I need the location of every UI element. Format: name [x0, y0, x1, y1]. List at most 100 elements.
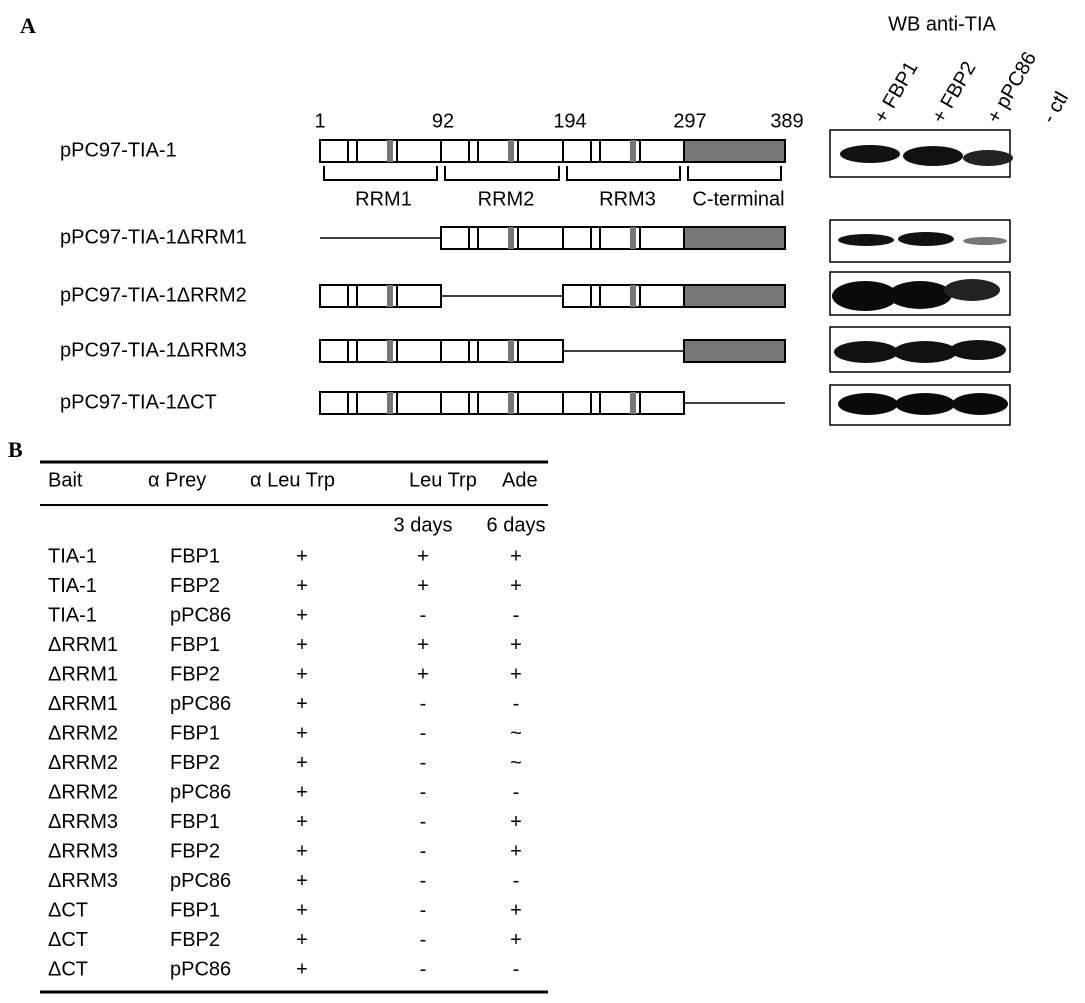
domain-box — [440, 139, 564, 163]
domain-label: C-terminal — [692, 188, 784, 210]
table-cell: + — [296, 604, 308, 626]
table-cell: ΔRRM2 — [48, 752, 118, 774]
domain-bracket — [323, 166, 438, 181]
domain-motif — [387, 340, 393, 362]
table-header: α Prey — [148, 469, 206, 491]
domain-label: RRM3 — [599, 188, 656, 210]
table-cell: + — [296, 663, 308, 685]
table-cell: - — [420, 929, 427, 951]
table-cell: TIA-1 — [48, 575, 97, 597]
table-cell: ΔRRM2 — [48, 781, 118, 803]
table-cell: ΔRRM3 — [48, 870, 118, 892]
table-cell: FBP1 — [170, 899, 220, 921]
table-cell: - — [420, 693, 427, 715]
construct-name: pPC97-TIA-1 — [60, 139, 177, 161]
table-header: α Leu Trp — [250, 469, 335, 491]
table-cell: + — [296, 929, 308, 951]
table-cell: + — [296, 634, 308, 656]
construct-name: pPC97-TIA-1ΔRRM2 — [60, 284, 247, 306]
table-cell: - — [513, 604, 520, 626]
table-cell: ΔCT — [48, 958, 88, 980]
table-cell: - — [420, 722, 427, 744]
table-cell: + — [296, 545, 308, 567]
c-terminal — [683, 339, 786, 363]
table-cell: ΔCT — [48, 899, 88, 921]
table-cell: - — [420, 899, 427, 921]
table-cell: FBP1 — [170, 722, 220, 744]
table-cell: - — [420, 958, 427, 980]
table-cell: ~ — [510, 722, 522, 744]
construct-name: pPC97-TIA-1ΔCT — [60, 391, 217, 413]
table-cell: + — [417, 663, 429, 685]
table-cell: pPC86 — [170, 958, 231, 980]
domain-motif — [508, 227, 514, 249]
table-cell: ~ — [510, 752, 522, 774]
table-cell: + — [296, 811, 308, 833]
table-cell: + — [296, 840, 308, 862]
domain-motif — [630, 285, 636, 307]
position-label: 297 — [673, 110, 706, 132]
table-header: Ade — [502, 469, 538, 491]
domain-box — [319, 391, 442, 415]
table-cell: + — [296, 781, 308, 803]
domain-label: RRM1 — [355, 188, 412, 210]
panel-label: B — [8, 437, 23, 462]
lane-label: + FBP1 — [870, 58, 923, 127]
c-terminal — [683, 284, 786, 308]
table-cell: + — [417, 634, 429, 656]
table-cell: + — [296, 575, 308, 597]
domain-box — [562, 284, 685, 308]
table-cell: FBP2 — [170, 575, 220, 597]
table-cell: FBP1 — [170, 545, 220, 567]
construct-name: pPC97-TIA-1ΔRRM3 — [60, 339, 247, 361]
table-cell: - — [420, 811, 427, 833]
domain-motif — [387, 285, 393, 307]
table-subheader: 6 days — [487, 514, 546, 536]
table-cell: FBP2 — [170, 840, 220, 862]
table-cell: - — [420, 781, 427, 803]
position-label: 92 — [432, 110, 454, 132]
construct-name: pPC97-TIA-1ΔRRM1 — [60, 226, 247, 248]
table-cell: ΔRRM1 — [48, 663, 118, 685]
domain-box — [562, 139, 685, 163]
table-cell: TIA-1 — [48, 545, 97, 567]
domain-box — [440, 339, 564, 363]
table-cell: + — [510, 634, 522, 656]
table-cell: + — [510, 811, 522, 833]
table-cell: + — [510, 663, 522, 685]
table-cell: TIA-1 — [48, 604, 97, 626]
table-cell: - — [420, 752, 427, 774]
domain-motif — [630, 140, 636, 162]
table-cell: + — [296, 958, 308, 980]
domain-motif — [387, 140, 393, 162]
domain-box — [319, 339, 442, 363]
c-terminal — [683, 139, 786, 163]
table-cell: ΔRRM2 — [48, 722, 118, 744]
table-header: Leu Trp — [409, 469, 477, 491]
table-cell: ΔRRM1 — [48, 693, 118, 715]
lane-label: + FBP2 — [928, 58, 981, 127]
table-cell: + — [296, 899, 308, 921]
panel-label: A — [20, 13, 36, 38]
table-cell: ΔRRM3 — [48, 811, 118, 833]
table-cell: + — [510, 899, 522, 921]
domain-box — [440, 391, 564, 415]
table-cell: pPC86 — [170, 870, 231, 892]
table-cell: + — [510, 840, 522, 862]
domain-motif — [508, 340, 514, 362]
domain-label: RRM2 — [478, 188, 535, 210]
domain-box — [562, 226, 685, 250]
domain-bracket — [444, 166, 560, 181]
table-cell: - — [420, 840, 427, 862]
table-cell: - — [513, 958, 520, 980]
table-cell: - — [513, 870, 520, 892]
position-label: 194 — [553, 110, 586, 132]
domain-motif — [508, 392, 514, 414]
table-cell: ΔRRM1 — [48, 634, 118, 656]
table-cell: pPC86 — [170, 781, 231, 803]
table-cell: FBP1 — [170, 634, 220, 656]
table-cell: - — [513, 781, 520, 803]
position-label: 389 — [770, 110, 803, 132]
c-terminal — [683, 226, 786, 250]
position-label: 1 — [314, 110, 325, 132]
